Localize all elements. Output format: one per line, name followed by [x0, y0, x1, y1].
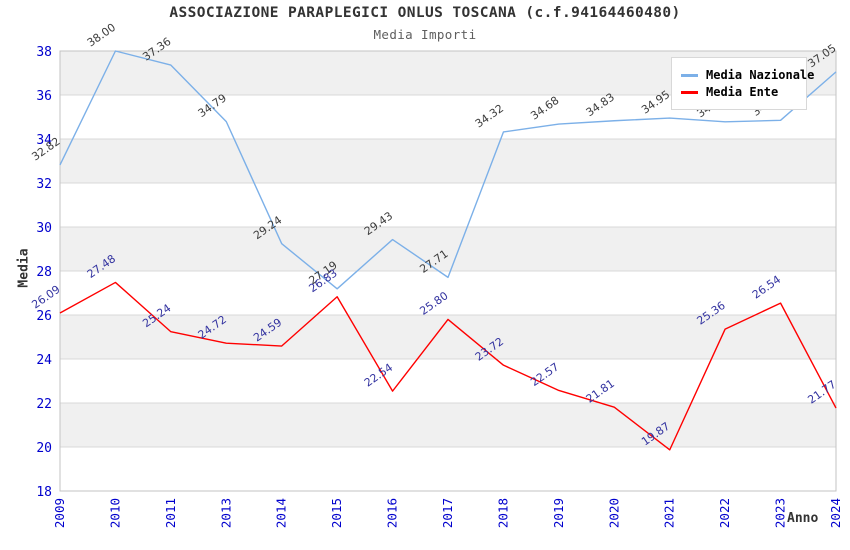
x-tick-label: 2020: [606, 498, 621, 528]
y-tick-label: 30: [36, 221, 52, 236]
data-label: 26.09: [29, 283, 62, 312]
y-tick-label: 36: [36, 89, 52, 104]
plot-band: [60, 139, 836, 183]
x-axis-title: Anno: [787, 511, 819, 526]
data-label: 21.81: [584, 377, 617, 406]
y-tick-label: 34: [36, 133, 52, 148]
legend: Media Nazionale Media Ente: [671, 57, 814, 110]
plot-band: [60, 227, 836, 271]
y-tick-label: 26: [36, 309, 52, 324]
data-label: 34.68: [528, 94, 561, 123]
y-tick-label: 20: [36, 441, 52, 456]
data-label: 38.00: [85, 21, 118, 50]
x-tick-label: 2023: [773, 498, 788, 528]
legend-item-media-ente[interactable]: Media Ente: [681, 85, 797, 99]
x-tick-label: 2024: [828, 498, 843, 528]
x-tick-label: 2015: [329, 498, 344, 528]
x-tick-label: 2019: [551, 498, 566, 528]
x-tick-label: 2013: [218, 498, 233, 528]
y-tick-label: 32: [36, 177, 52, 192]
x-tick-label: 2022: [717, 498, 732, 528]
y-tick-label: 18: [36, 485, 52, 500]
legend-item-media-nazionale[interactable]: Media Nazionale: [681, 68, 814, 82]
series-line-media-ente: [59, 281, 837, 451]
series-line-media-nazionale: [59, 50, 837, 290]
chart-subtitle: Media Importi: [373, 27, 477, 42]
x-tick-label: 2016: [385, 498, 400, 528]
y-axis-title: Media: [16, 248, 32, 288]
y-tick-label: 24: [36, 353, 52, 368]
plot-band: [60, 315, 836, 359]
x-tick-label: 2018: [495, 498, 510, 528]
line-swatch-ente-icon: [681, 90, 698, 94]
data-label: 25.80: [417, 289, 450, 318]
plot-border: [59, 50, 837, 492]
line-swatch-nazionale-icon: [681, 73, 698, 77]
x-tick-label: 2011: [163, 498, 178, 528]
x-tick-label: 2014: [274, 498, 289, 528]
x-tick-label: 2017: [440, 498, 455, 528]
data-label: 34.32: [473, 102, 506, 131]
x-tick-label: 2021: [662, 498, 677, 528]
y-tick-label: 22: [36, 397, 52, 412]
legend-label-media-nazionale: Media Nazionale: [706, 68, 815, 82]
x-tick-label: 2009: [52, 498, 67, 528]
y-tick-label: 38: [36, 45, 52, 60]
x-tick-label: 2010: [107, 498, 122, 528]
data-label: 26.54: [750, 273, 783, 302]
plot-band: [60, 403, 836, 447]
data-label: 22.54: [362, 361, 395, 390]
legend-label-media-ente: Media Ente: [706, 85, 779, 99]
chart-title: ASSOCIAZIONE PARAPLEGICI ONLUS TOSCANA (…: [169, 5, 681, 21]
y-tick-label: 28: [36, 265, 52, 280]
